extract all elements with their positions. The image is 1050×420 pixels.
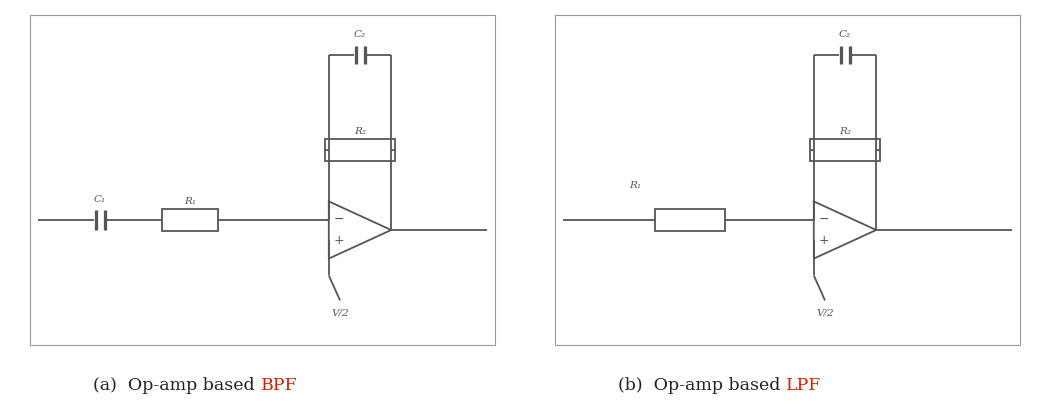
- Bar: [326, 139, 395, 161]
- Bar: [30, 15, 495, 345]
- Text: +: +: [819, 234, 830, 247]
- Text: −: −: [334, 213, 344, 226]
- Text: −: −: [819, 213, 830, 226]
- Text: BPF: BPF: [260, 376, 297, 394]
- Bar: [162, 209, 218, 231]
- Text: C₂: C₂: [354, 30, 366, 39]
- Text: V/2: V/2: [816, 308, 834, 318]
- Text: C₁: C₁: [93, 194, 106, 204]
- Text: V/2: V/2: [331, 308, 349, 318]
- Text: R₁: R₁: [184, 197, 196, 206]
- Bar: [810, 139, 880, 161]
- Text: R₂: R₂: [354, 127, 366, 136]
- Text: R₂: R₂: [839, 127, 850, 136]
- Text: C₂: C₂: [839, 30, 852, 39]
- Text: R₁: R₁: [629, 181, 640, 189]
- Bar: [555, 15, 1020, 345]
- Bar: [655, 209, 724, 231]
- Text: LPF: LPF: [785, 376, 821, 394]
- Text: (a)  Op-amp based: (a) Op-amp based: [93, 376, 260, 394]
- Text: +: +: [334, 234, 344, 247]
- Text: (b)  Op-amp based: (b) Op-amp based: [617, 376, 785, 394]
